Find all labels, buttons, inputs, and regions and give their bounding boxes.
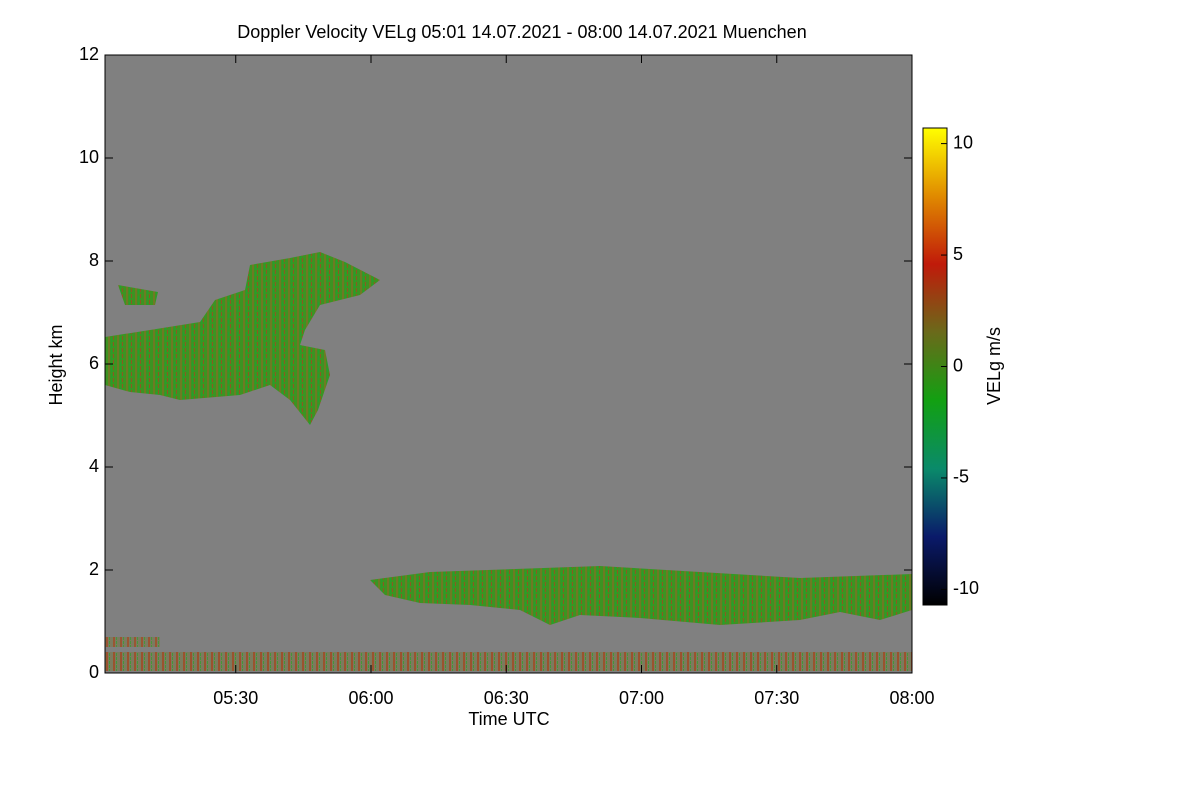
x-tick-label: 07:00 — [619, 688, 664, 708]
upper-cloud-fragment — [118, 285, 158, 305]
colorbar-tick-label: 10 — [953, 132, 973, 152]
x-tick-label: 06:30 — [484, 688, 529, 708]
x-axis-label: Time UTC — [468, 709, 549, 729]
echo-regions — [105, 252, 912, 671]
colorbar-tick-label: 0 — [953, 355, 963, 375]
colorbar-tick-label: -5 — [953, 467, 969, 487]
boundary-layer — [105, 652, 912, 671]
y-tick-label: 6 — [89, 353, 99, 373]
upper-cloud — [105, 252, 380, 425]
boundary-layer-strip — [105, 637, 160, 647]
y-tick-label: 10 — [79, 147, 99, 167]
lower-cloud — [370, 566, 912, 625]
y-tick-label: 12 — [79, 44, 99, 64]
y-axis-label: Height km — [46, 324, 66, 405]
y-tick-label: 2 — [89, 559, 99, 579]
y-tick-label: 8 — [89, 250, 99, 270]
x-tick-label: 05:30 — [213, 688, 258, 708]
y-tick-label: 4 — [89, 456, 99, 476]
y-tick-label: 0 — [89, 662, 99, 682]
x-tick-label: 08:00 — [889, 688, 934, 708]
x-tick-label: 06:00 — [348, 688, 393, 708]
colorbar-label: VELg m/s — [984, 327, 1004, 405]
colorbar-tick-label: -10 — [953, 578, 979, 598]
colorbar-tick-label: 5 — [953, 244, 963, 264]
chart-title: Doppler Velocity VELg 05:01 14.07.2021 -… — [237, 22, 806, 42]
x-tick-label: 07:30 — [754, 688, 799, 708]
